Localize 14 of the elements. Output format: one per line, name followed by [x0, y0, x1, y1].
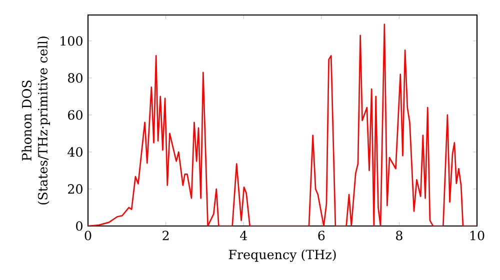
- y-tick-label: 100: [60, 36, 82, 46]
- x-tick-label: 0: [84, 230, 92, 240]
- y-tick-label: 20: [68, 184, 82, 194]
- y-tick-label: 40: [68, 147, 82, 157]
- x-tick-label: 4: [240, 230, 247, 240]
- y-tick-label: 80: [68, 73, 82, 83]
- x-tick-label: 10: [470, 230, 484, 240]
- x-axis-title: Frequency (THz): [228, 249, 336, 262]
- y-tick-label: 0: [76, 221, 82, 231]
- y-tick-label: 60: [68, 110, 82, 120]
- x-tick-label: 2: [162, 230, 169, 240]
- x-tick-label: 6: [318, 230, 325, 240]
- y-axis-title: Phonon DOS (States/THz·primitive cell): [22, 36, 50, 204]
- x-tick-label: 8: [396, 230, 402, 240]
